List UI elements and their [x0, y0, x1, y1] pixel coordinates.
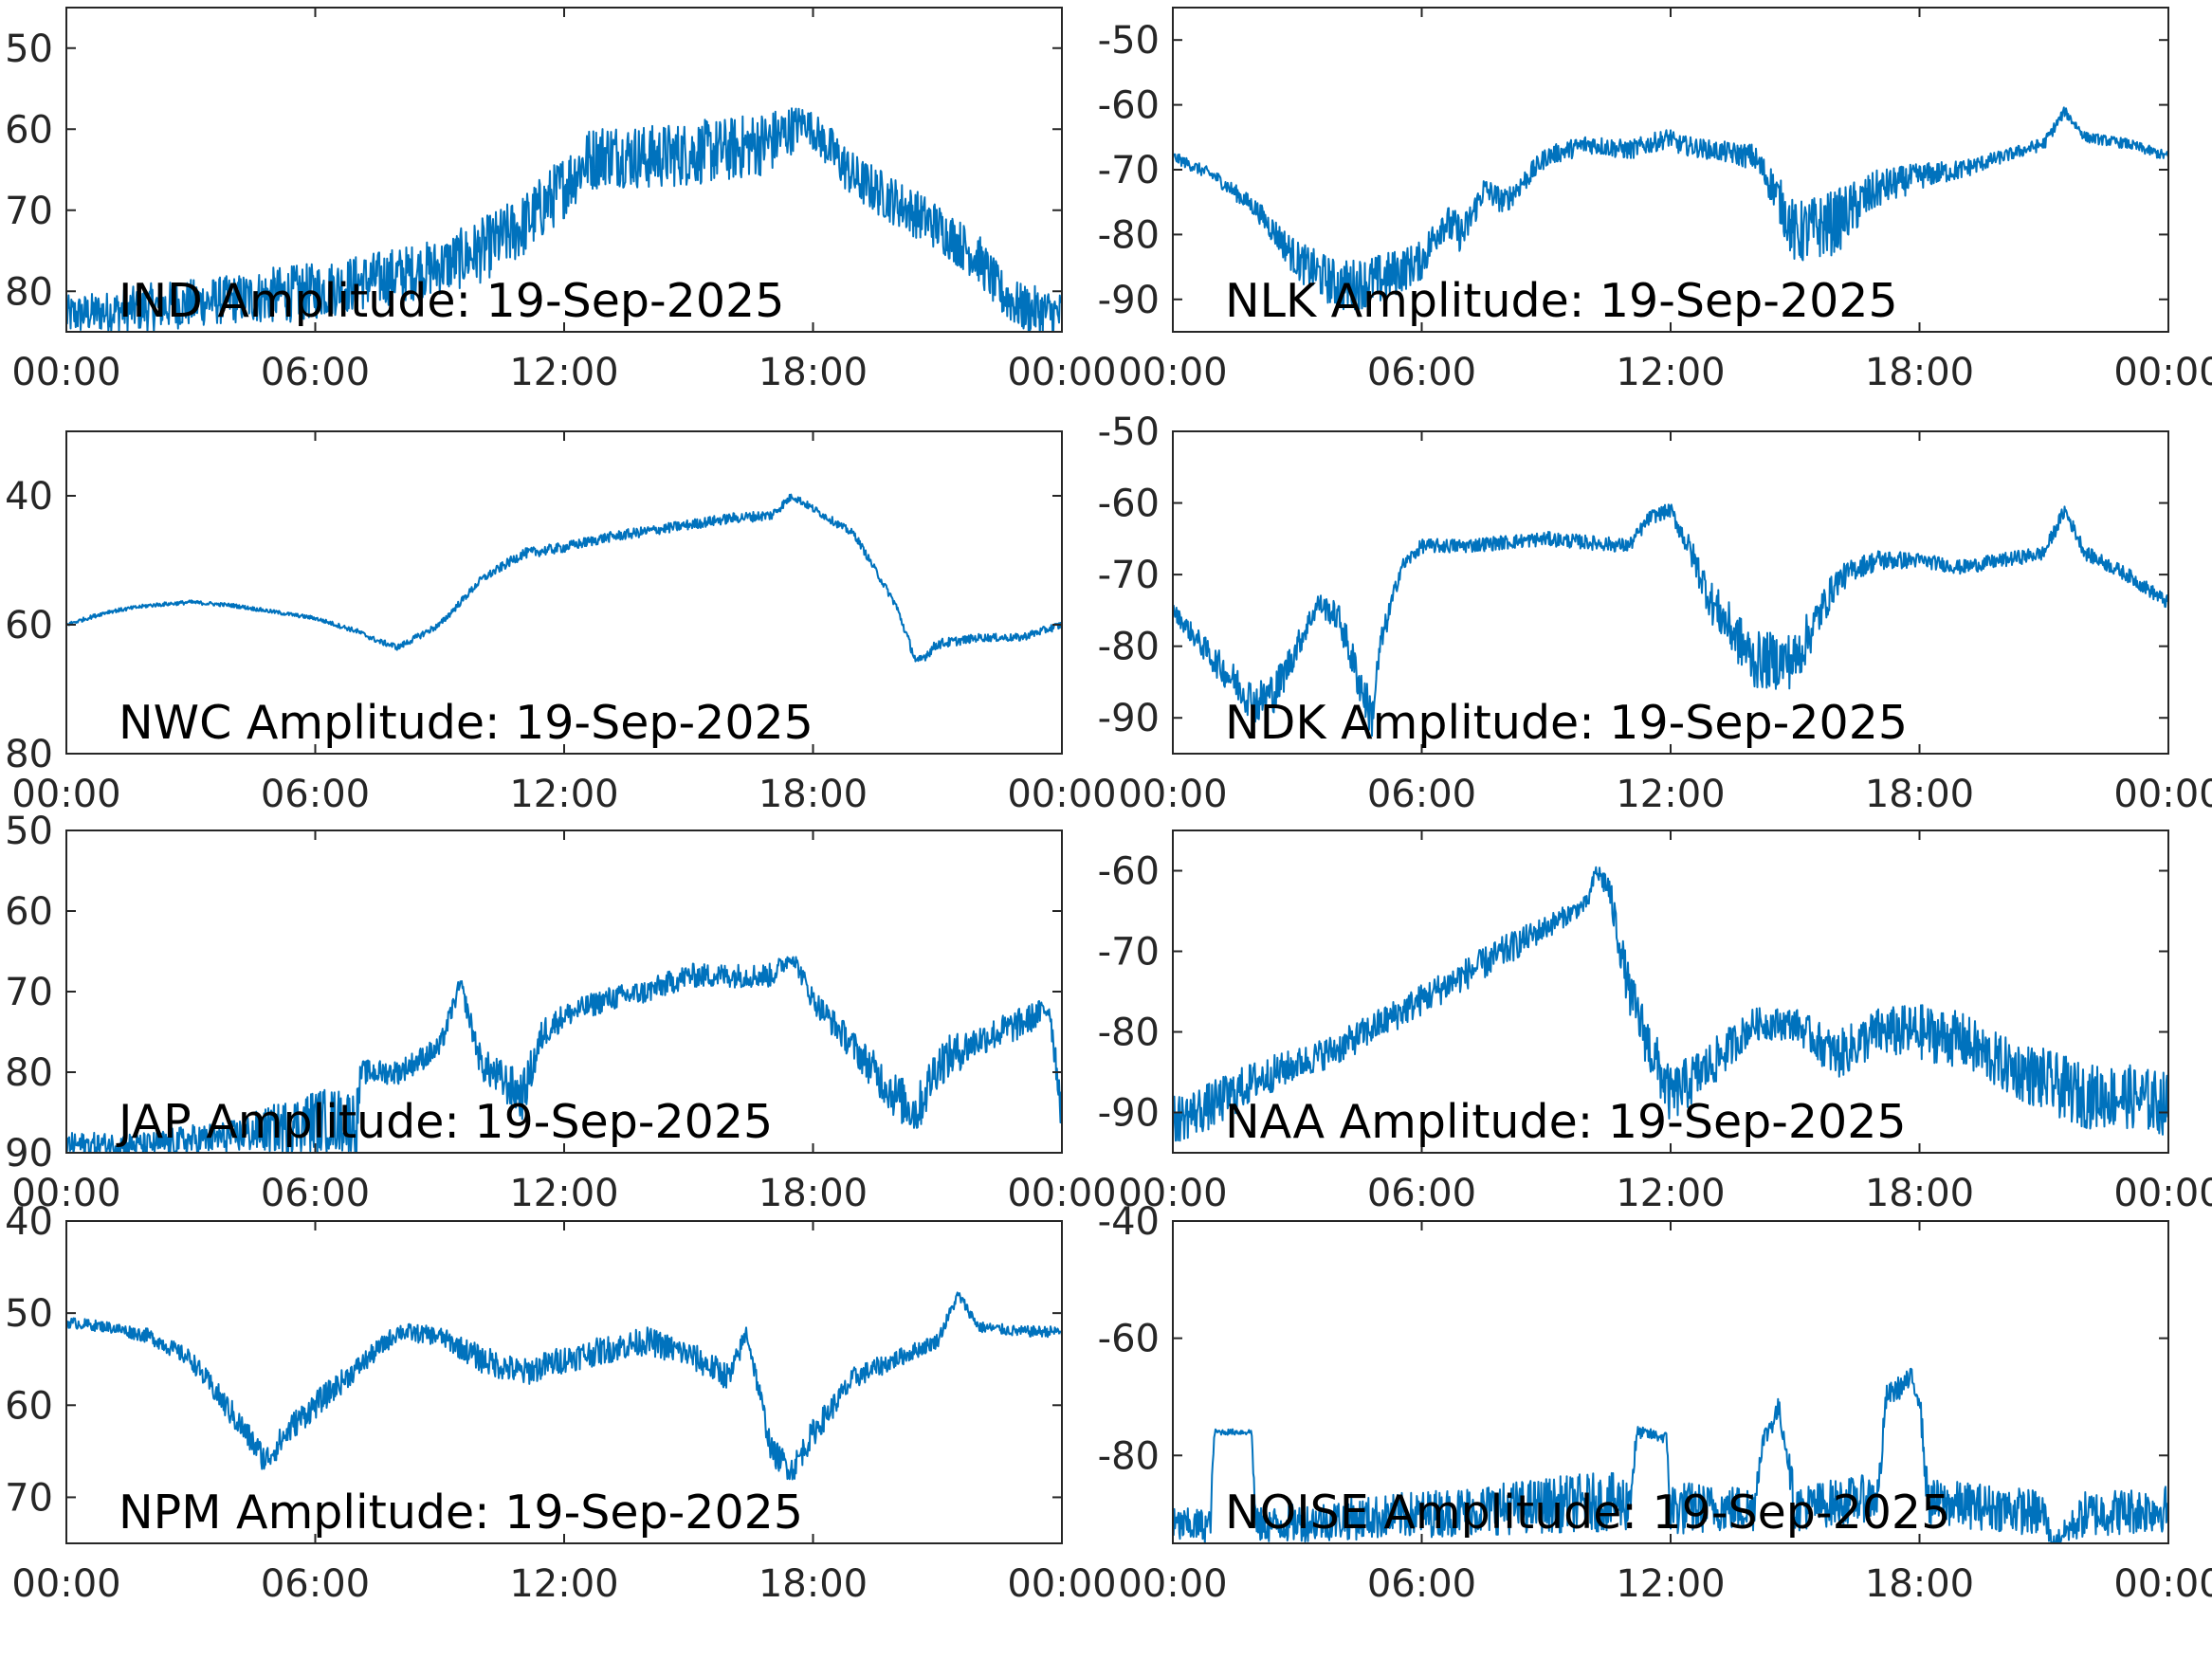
x-tick-label: 06:00 [1367, 351, 1476, 394]
x-tick-label: 18:00 [759, 773, 868, 816]
y-tick-label: 50 [5, 1292, 53, 1336]
y-tick-label: 50 [5, 810, 53, 853]
y-tick-label: 40 [5, 1200, 53, 1244]
panel-3: 00:00 06:00 12:00 18:00 00:00 -50 -60 -70 -80 -90… [1098, 410, 2212, 816]
y-tick-label: 80 [5, 1051, 53, 1095]
x-tick-label: 00:00 [2113, 1172, 2212, 1215]
y-tick-label: -70 [1098, 554, 1160, 597]
x-tick-label: 06:00 [1367, 1562, 1476, 1606]
amplitude-trace [1173, 106, 2168, 311]
panel-title: NDK Amplitude: 19-Sep-2025 [1225, 696, 1908, 750]
y-tick-label: 60 [5, 604, 53, 647]
y-tick-label: -50 [1098, 410, 1160, 454]
x-tick-label: 06:00 [261, 773, 370, 816]
y-tick-label: 70 [5, 190, 53, 233]
amplitude-trace [1173, 866, 2168, 1142]
x-tick-label: 12:00 [1616, 1172, 1725, 1215]
y-tick-label: -60 [1098, 84, 1160, 128]
x-tick-label: 12:00 [1616, 1562, 1725, 1606]
y-tick-label: 70 [5, 1476, 53, 1520]
x-tick-label: 00:00 [1007, 351, 1116, 394]
x-tick-label: 06:00 [1367, 773, 1476, 816]
x-tick-label: 00:00 [1118, 773, 1227, 816]
y-tick-label: -80 [1098, 626, 1160, 669]
x-tick-label: 00:00 [11, 1562, 120, 1606]
amplitude-trace [1173, 503, 2168, 738]
panel-2: 00:00 06:00 12:00 18:00 00:00 40 60 80 NWC Ampli… [5, 430, 1117, 816]
amplitude-trace [66, 493, 1062, 663]
panel-0: 00:00 06:00 12:00 18:00 00:00 50 60 70 80 IND Amp… [5, 7, 1117, 394]
x-tick-label: 06:00 [261, 1172, 370, 1215]
y-tick-label: 80 [5, 270, 53, 314]
panel-title: NWC Amplitude: 19-Sep-2025 [119, 696, 814, 750]
panel-title: JAP Amplitude: 19-Sep-2025 [116, 1095, 773, 1149]
x-tick-label: 12:00 [509, 1172, 618, 1215]
x-tick-label: 12:00 [509, 1562, 618, 1606]
x-tick-label: 12:00 [509, 351, 618, 394]
x-tick-label: 12:00 [1616, 773, 1725, 816]
y-tick-label: -90 [1098, 279, 1160, 322]
y-tick-label: 50 [5, 27, 53, 71]
y-tick-label: 80 [5, 733, 53, 776]
x-tick-label: 12:00 [509, 773, 618, 816]
y-tick-label: -60 [1098, 850, 1160, 894]
panel-6: 00:00 06:00 12:00 18:00 00:00 40 50 60 70 NPM Amp… [5, 1200, 1117, 1606]
x-tick-label: 18:00 [1865, 1562, 1974, 1606]
x-tick-label: 00:00 [1007, 1562, 1116, 1606]
y-tick-label: -70 [1098, 149, 1160, 192]
y-tick-label: -90 [1098, 697, 1160, 740]
x-tick-label: 00:00 [2113, 351, 2212, 394]
panel-4: 00:00 06:00 12:00 18:00 00:00 50 60 70 80 90 JAP A… [5, 810, 1117, 1215]
x-tick-label: 00:00 [1118, 1172, 1227, 1215]
panel-1: 00:00 06:00 12:00 18:00 00:00 -50 -60 -70 -80 -90… [1098, 7, 2212, 394]
x-tick-label: 18:00 [1865, 773, 1974, 816]
panel-title: IND Amplitude: 19-Sep-2025 [119, 274, 784, 328]
panel-title: NPM Amplitude: 19-Sep-2025 [119, 1486, 803, 1540]
panel-7: 00:00 06:00 12:00 18:00 00:00 -40 -60 -80 NOISE … [1098, 1200, 2212, 1606]
y-tick-label: 60 [5, 890, 53, 934]
y-tick-label: 60 [5, 1384, 53, 1428]
x-tick-label: 06:00 [261, 1562, 370, 1606]
amplitude-trace [66, 956, 1062, 1153]
x-tick-label: 00:00 [1118, 351, 1227, 394]
y-tick-label: 60 [5, 108, 53, 152]
x-tick-label: 18:00 [1865, 351, 1974, 394]
y-tick-label: 40 [5, 475, 53, 519]
x-tick-label: 00:00 [1118, 1562, 1227, 1606]
x-tick-label: 06:00 [261, 351, 370, 394]
x-tick-label: 00:00 [11, 1172, 120, 1215]
x-tick-label: 18:00 [759, 1562, 868, 1606]
y-tick-label: -80 [1098, 213, 1160, 257]
y-tick-label: 90 [5, 1132, 53, 1176]
amplitude-trace [66, 1291, 1062, 1481]
x-tick-label: 18:00 [759, 1172, 868, 1215]
y-tick-label: -60 [1098, 483, 1160, 526]
amplitude-trace [1173, 1367, 2168, 1543]
y-tick-label: -70 [1098, 931, 1160, 975]
x-tick-label: 06:00 [1367, 1172, 1476, 1215]
x-tick-label: 12:00 [1616, 351, 1725, 394]
panel-title: NOISE Amplitude: 19-Sep-2025 [1225, 1486, 1950, 1540]
y-tick-label: 70 [5, 971, 53, 1014]
x-tick-label: 00:00 [1007, 773, 1116, 816]
panel-5: 00:00 06:00 12:00 18:00 00:00 -60 -70 -80 -90 NAA… [1098, 830, 2212, 1215]
panel-title: NLK Amplitude: 19-Sep-2025 [1225, 274, 1898, 328]
y-tick-label: -90 [1098, 1092, 1160, 1136]
x-tick-label: 00:00 [2113, 773, 2212, 816]
y-tick-label: -80 [1098, 1012, 1160, 1055]
y-tick-label: -40 [1098, 1200, 1160, 1244]
x-tick-label: 18:00 [759, 351, 868, 394]
y-tick-label: -60 [1098, 1318, 1160, 1361]
x-tick-label: 00:00 [1007, 1172, 1116, 1215]
panel-title: NAA Amplitude: 19-Sep-2025 [1225, 1095, 1907, 1149]
x-tick-label: 00:00 [11, 773, 120, 816]
y-tick-label: -80 [1098, 1434, 1160, 1478]
x-tick-label: 18:00 [1865, 1172, 1974, 1215]
y-tick-label: -50 [1098, 19, 1160, 63]
x-tick-label: 00:00 [2113, 1562, 2212, 1606]
x-tick-label: 00:00 [11, 351, 120, 394]
amplitude-trace [66, 107, 1062, 332]
